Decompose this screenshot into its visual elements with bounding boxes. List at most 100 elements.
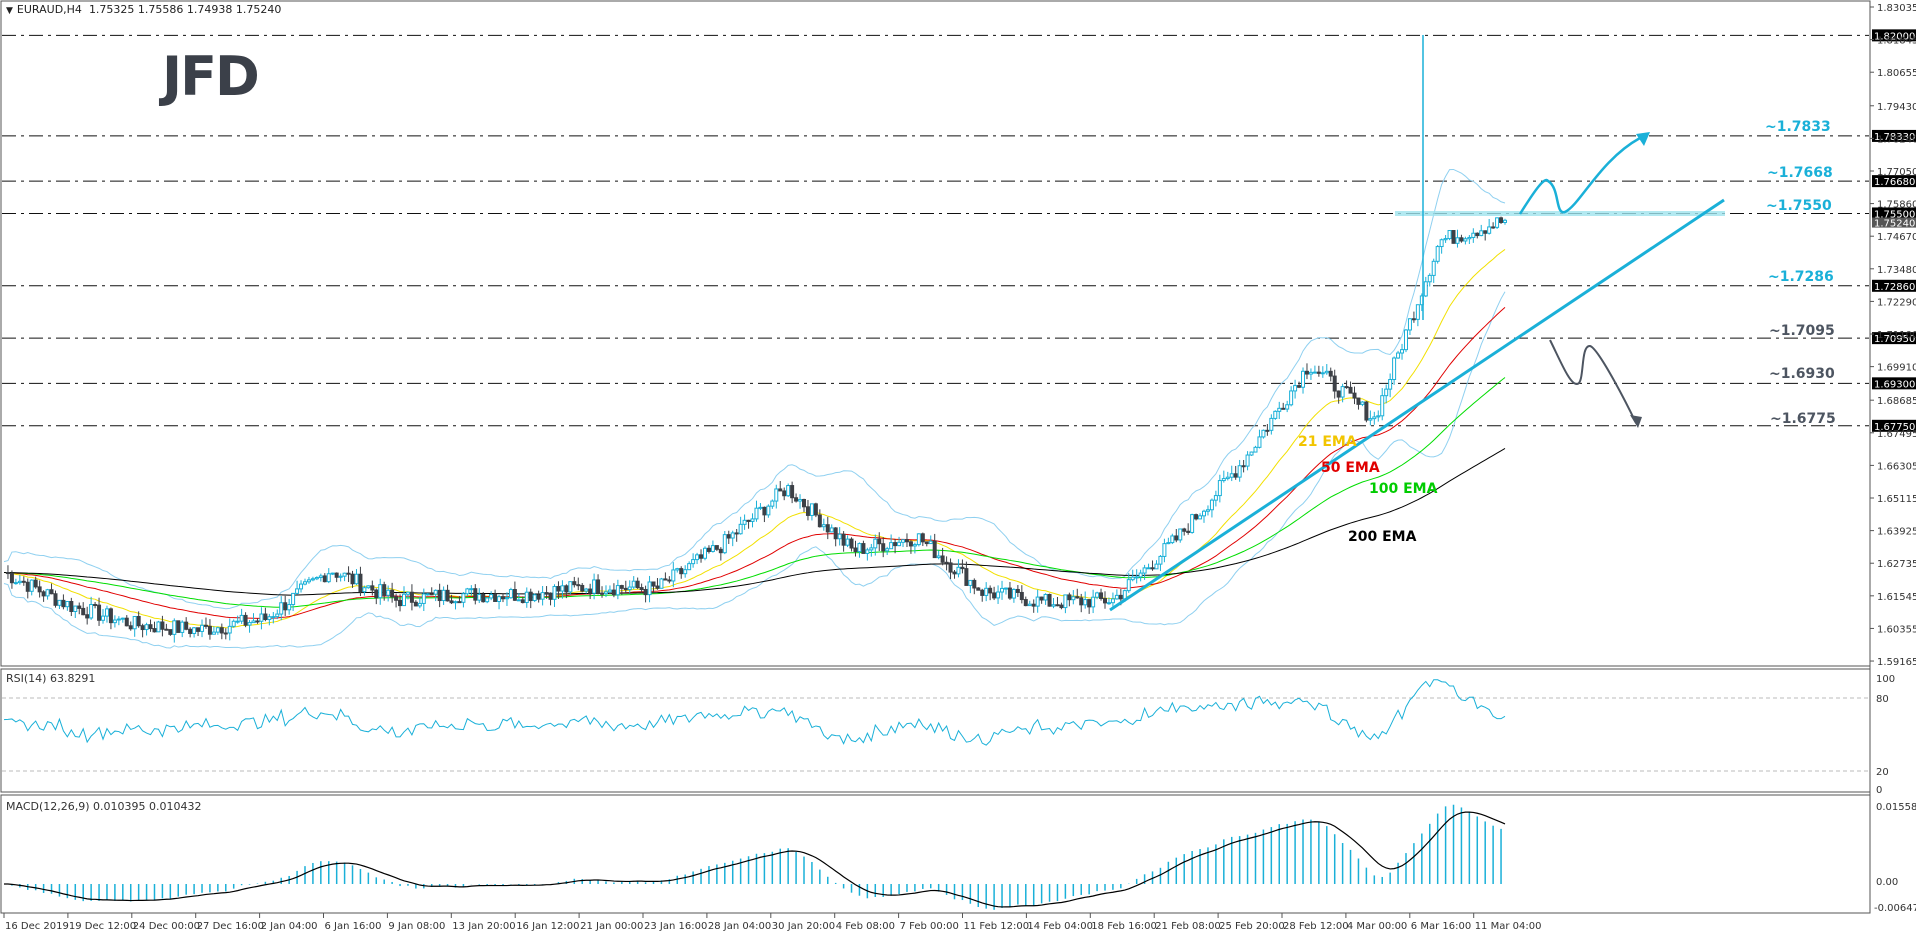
svg-text:9 Jan 08:00: 9 Jan 08:00 (388, 921, 445, 932)
svg-text:1.78330: 1.78330 (1874, 132, 1915, 143)
svg-text:1.81845: 1.81845 (1877, 36, 1916, 47)
ohlc-values: 1.75325 1.75586 1.74938 1.75240 (88, 3, 282, 16)
svg-text:1.79430: 1.79430 (1877, 102, 1916, 113)
svg-text:100: 100 (1876, 674, 1895, 685)
symbol-label: EURAUD,H4 (16, 3, 82, 16)
svg-text:2 Jan 04:00: 2 Jan 04:00 (261, 921, 318, 932)
svg-text:1.69910: 1.69910 (1877, 363, 1916, 374)
level-label-1.7668: ~1.7668 (1767, 165, 1833, 181)
svg-text:27 Dec 16:00: 27 Dec 16:00 (197, 921, 264, 932)
svg-text:1.67750: 1.67750 (1874, 422, 1915, 433)
svg-text:0: 0 (1876, 785, 1882, 796)
arrow-head-down-icon (1630, 415, 1642, 428)
ema100-label: 100 EMA (1369, 481, 1438, 497)
ema200-label: 200 EMA (1348, 529, 1417, 545)
ema-lines (3, 249, 1506, 629)
bollinger-bands (3, 168, 1506, 649)
svg-text:20: 20 (1876, 767, 1889, 778)
svg-text:13 Jan 20:00: 13 Jan 20:00 (452, 921, 515, 932)
svg-text:28 Feb 12:00: 28 Feb 12:00 (1283, 921, 1349, 932)
jfd-logo: JFD (158, 45, 260, 108)
svg-text:1.72860: 1.72860 (1874, 282, 1915, 293)
level-label-1.7095: ~1.7095 (1769, 323, 1835, 339)
svg-text:80: 80 (1876, 694, 1889, 705)
svg-text:1.75500: 1.75500 (1874, 209, 1915, 220)
main-panel-frame (0, 0, 1871, 667)
svg-text:16 Jan 12:00: 16 Jan 12:00 (516, 921, 579, 932)
svg-text:-0.006478: -0.006478 (1874, 903, 1916, 914)
svg-text:1.83035: 1.83035 (1877, 3, 1916, 14)
svg-text:28 Jan 04:00: 28 Jan 04:00 (708, 921, 771, 932)
svg-text:1.70950: 1.70950 (1874, 334, 1915, 345)
ema21-label: 21 EMA (1298, 434, 1357, 450)
dropdown-triangle-icon[interactable]: ▼ (6, 6, 13, 16)
resistance-zone (1395, 211, 1725, 216)
svg-text:11 Feb 12:00: 11 Feb 12:00 (964, 921, 1030, 932)
svg-text:18 Feb 16:00: 18 Feb 16:00 (1091, 921, 1157, 932)
svg-text:0.00: 0.00 (1876, 877, 1898, 888)
price-axis: 1.83035 1.81845 1.80655 1.79430 1.78240 1.770… (1869, 1, 1916, 913)
svg-text:JFD: JFD (158, 45, 258, 108)
level-label-1.7286: ~1.7286 (1768, 269, 1834, 285)
bullish-scenario-arrow (1518, 136, 1641, 215)
bearish-scenario-arrow (1549, 339, 1637, 424)
svg-text:7 Feb 00:00: 7 Feb 00:00 (900, 921, 959, 932)
svg-text:16 Dec 2019: 16 Dec 2019 (5, 921, 69, 932)
svg-text:0.015581: 0.015581 (1876, 802, 1916, 813)
rsi-axis: 100 80 20 0 (1876, 674, 1895, 796)
svg-text:1.75240: 1.75240 (1874, 219, 1915, 230)
candlesticks (5, 216, 1507, 643)
svg-text:21 Jan 00:00: 21 Jan 00:00 (580, 921, 643, 932)
level-label-1.6930: ~1.6930 (1769, 366, 1835, 382)
macd-signal-line (3, 811, 1506, 908)
svg-text:24 Dec 00:00: 24 Dec 00:00 (133, 921, 200, 932)
arrow-head-up-icon (1636, 132, 1650, 146)
svg-text:1.62735: 1.62735 (1877, 559, 1916, 570)
chart-title: ▼ EURAUD,H4 1.75325 1.75586 1.74938 1.752… (6, 3, 281, 16)
uptrend-line[interactable] (1109, 198, 1725, 612)
svg-text:1.78240: 1.78240 (1877, 134, 1916, 145)
horizontal-levels: 1.82000 1.78330 1.76680 1.75500 1.72860 1.709… (2, 29, 1916, 433)
svg-text:1.69300: 1.69300 (1874, 379, 1915, 390)
svg-text:21 Feb 08:00: 21 Feb 08:00 (1155, 921, 1221, 932)
svg-text:1.65115: 1.65115 (1877, 494, 1916, 505)
svg-text:1.67495: 1.67495 (1877, 429, 1916, 440)
svg-text:19 Dec 12:00: 19 Dec 12:00 (69, 921, 136, 932)
svg-text:1.72290: 1.72290 (1877, 297, 1916, 308)
svg-text:23 Jan 16:00: 23 Jan 16:00 (644, 921, 707, 932)
svg-text:1.60355: 1.60355 (1877, 624, 1916, 635)
svg-text:4 Feb 08:00: 4 Feb 08:00 (836, 921, 895, 932)
svg-text:6 Mar 16:00: 6 Mar 16:00 (1411, 921, 1471, 932)
ema50-label: 50 EMA (1321, 460, 1380, 476)
level-label-1.7550: ~1.7550 (1766, 198, 1832, 214)
svg-text:1.75860: 1.75860 (1877, 200, 1916, 211)
svg-text:1.61545: 1.61545 (1877, 592, 1916, 603)
macd-histogram (11, 804, 1502, 910)
svg-text:1.59165: 1.59165 (1877, 657, 1916, 668)
svg-text:1.74670: 1.74670 (1877, 232, 1916, 243)
svg-text:1.63925: 1.63925 (1877, 527, 1916, 538)
rsi-label: RSI(14) 63.8291 (6, 672, 96, 685)
svg-text:11 Mar 04:00: 11 Mar 04:00 (1475, 921, 1542, 932)
macd-panel-frame (0, 794, 1871, 914)
svg-text:4 Mar 00:00: 4 Mar 00:00 (1347, 921, 1407, 932)
level-label-1.6775: ~1.6775 (1770, 411, 1836, 427)
level-label-1.7833: ~1.7833 (1765, 119, 1831, 135)
svg-text:14 Feb 04:00: 14 Feb 04:00 (1027, 921, 1093, 932)
svg-text:1.77050: 1.77050 (1877, 167, 1916, 178)
svg-text:1.76680: 1.76680 (1874, 177, 1915, 188)
svg-text:1.73480: 1.73480 (1877, 265, 1916, 276)
svg-text:25 Feb 20:00: 25 Feb 20:00 (1219, 921, 1285, 932)
rsi-line (3, 679, 1506, 746)
svg-text:6 Jan 16:00: 6 Jan 16:00 (325, 921, 382, 932)
svg-text:1.68685: 1.68685 (1877, 396, 1916, 407)
svg-text:1.66305: 1.66305 (1877, 461, 1916, 472)
svg-text:1.80655: 1.80655 (1877, 68, 1916, 79)
svg-text:30 Jan 20:00: 30 Jan 20:00 (772, 921, 835, 932)
svg-text:1.82000: 1.82000 (1874, 31, 1915, 42)
svg-text:1.71100: 1.71100 (1877, 330, 1916, 341)
macd-axis: 0.015581 0.00 -0.006478 (1874, 802, 1916, 914)
macd-label: MACD(12,26,9) 0.010395 0.010432 (6, 800, 202, 813)
